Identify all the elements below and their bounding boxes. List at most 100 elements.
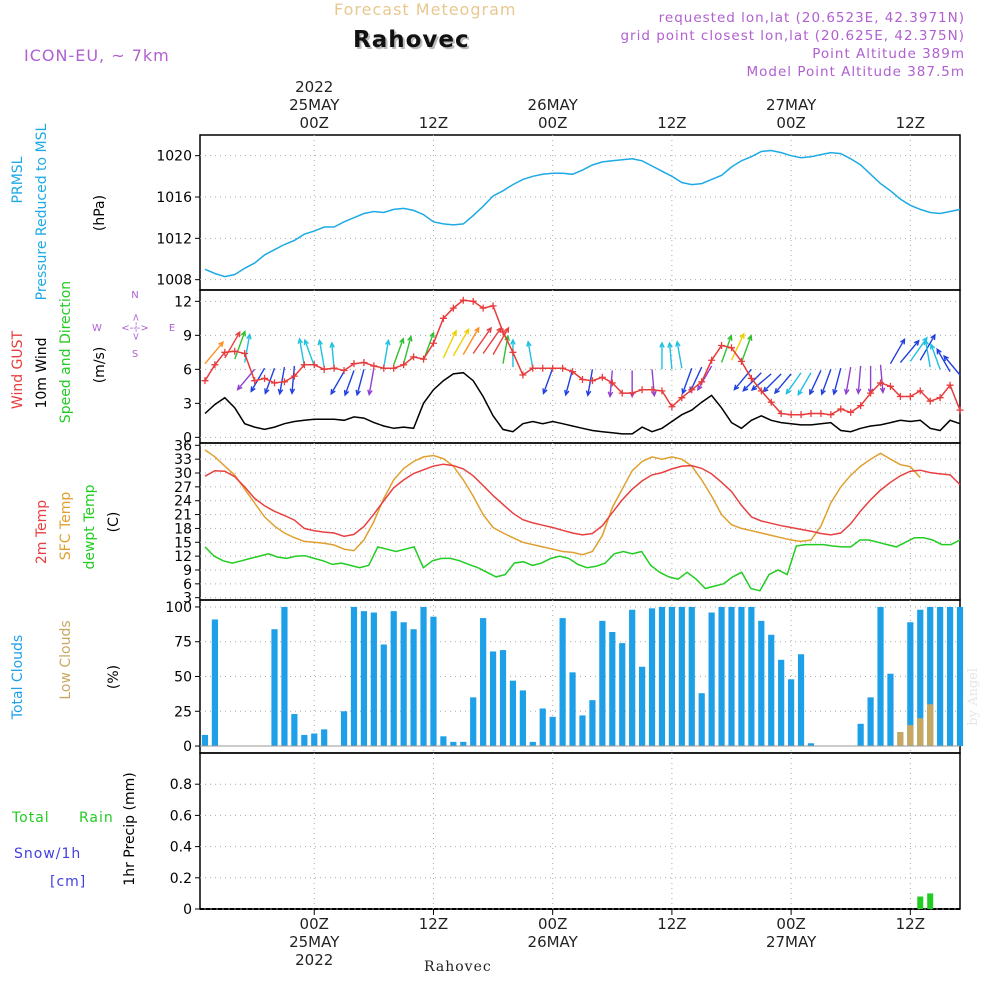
gust-marker <box>797 411 805 419</box>
gust-marker <box>310 361 318 369</box>
precip-axis-label: 1hr Precip (mm) <box>122 772 138 885</box>
wind-arrow <box>797 372 812 396</box>
total-cloud-bar <box>599 620 606 747</box>
gust-marker <box>678 394 686 402</box>
gust-marker <box>400 361 408 369</box>
total-cloud-bar <box>688 606 695 747</box>
wind-arrow <box>720 335 732 363</box>
wind-arrow-head <box>855 388 862 395</box>
total-cloud-bar <box>738 606 745 747</box>
gust-marker <box>479 304 487 312</box>
wind-arrow <box>879 364 884 393</box>
y-tick-label: 0.6 <box>170 808 192 824</box>
total-cloud-bar <box>797 654 805 747</box>
wind-arrow <box>442 330 457 359</box>
gust-marker <box>827 411 835 419</box>
wind-arrow-head <box>277 388 284 396</box>
wind-arrow <box>224 331 241 359</box>
wind-arrow <box>344 370 355 396</box>
prmsl-label-long: Pressure Reduced to MSL <box>34 123 50 300</box>
gust-marker <box>469 297 477 305</box>
wind-arrow-head <box>797 389 803 397</box>
gust-marker <box>340 366 348 374</box>
total-cloud-bar <box>539 708 546 747</box>
wind-arrow-head <box>250 386 256 393</box>
total-cloud-bar <box>887 673 894 747</box>
total-cloud-bar <box>559 618 566 747</box>
wind-arrow-head <box>936 347 942 355</box>
y-tick-label: 6 <box>183 362 192 378</box>
y-tick-label: 0.2 <box>170 871 192 887</box>
gust-marker <box>370 362 378 370</box>
y-tick-label: 3 <box>183 396 192 412</box>
total-cloud-bar <box>917 609 924 747</box>
y-tick-label: 9 <box>183 328 192 344</box>
y-tick-label: 12 <box>174 549 192 565</box>
sfc-temp-line <box>204 449 921 556</box>
wind-arrow-head <box>407 334 413 342</box>
wind-arrow-head <box>503 326 510 333</box>
wind-arrow-head <box>681 388 687 395</box>
total-cloud-bar <box>470 697 477 747</box>
wind-arrow-head <box>742 385 749 392</box>
total-cloud-bar <box>619 643 626 747</box>
wind-arrow-head <box>429 331 435 338</box>
wind-arrow <box>833 368 842 395</box>
wind-arrow-head <box>923 338 929 346</box>
total-cloud-bar <box>390 611 397 747</box>
wind-arrow <box>809 370 822 395</box>
wind-arrow-head <box>929 343 936 350</box>
gust-marker <box>221 348 229 356</box>
wind-arrow <box>291 365 296 394</box>
wind-arrow <box>774 373 792 394</box>
total-cloud-bar <box>778 659 785 747</box>
wind-arrow <box>527 341 534 369</box>
low-cloud-bar <box>927 704 934 747</box>
model-label: ICON-EU, ~ 7km <box>24 46 170 65</box>
wind-arrow-head <box>474 326 480 333</box>
wind-arrow <box>452 328 470 357</box>
total-cloud-bar <box>430 616 437 747</box>
gust-marker <box>251 377 259 385</box>
wind-arrow-head <box>750 385 758 391</box>
wind-arrow-head <box>785 388 792 395</box>
gust-marker <box>817 410 825 418</box>
total-cloud-bar <box>857 723 864 747</box>
wind-arrow <box>845 366 852 394</box>
wind-arrow-head <box>727 334 733 341</box>
year-label-bottom: 2022 <box>295 951 333 969</box>
panel-frame <box>199 134 961 291</box>
gust-marker <box>588 377 596 385</box>
wind-arrow-head <box>739 332 745 339</box>
gust-marker <box>668 403 676 411</box>
gust-marker <box>906 393 914 401</box>
wind-arrow-head <box>564 389 570 397</box>
total-cloud-bar <box>519 690 526 747</box>
gust-marker <box>439 314 447 322</box>
panel-frame <box>199 442 961 601</box>
total-cloud-bar <box>907 622 914 747</box>
wind-arrow-head <box>913 339 920 346</box>
prmsl-unit: (hPa) <box>92 195 108 231</box>
wind-arrow-head <box>385 338 391 346</box>
gust-marker <box>747 374 755 382</box>
y-tick-label: 0.8 <box>170 777 192 793</box>
wind-arrow-head <box>659 341 665 348</box>
gust-marker <box>569 368 577 376</box>
prmsl-label: PRMSL <box>10 156 26 203</box>
total-cloud-bar <box>758 620 765 747</box>
total-cloud-bar <box>549 716 556 747</box>
total-cloud-bar <box>350 606 358 747</box>
total-cloud-bar <box>718 606 725 747</box>
wind-arrow-head <box>820 389 826 396</box>
wind-arrow <box>472 327 492 354</box>
date-label-top: 27MAY <box>766 96 817 114</box>
total-cloud-bar <box>648 608 656 747</box>
total-cloud-bar <box>728 606 735 747</box>
product-title: Forecast Meteogram <box>334 0 517 19</box>
gust-marker <box>628 389 636 397</box>
total-cloud-bar <box>211 619 219 747</box>
gust-marker <box>231 347 239 355</box>
wind-arrow-head <box>747 334 753 341</box>
gust-marker <box>271 379 279 387</box>
